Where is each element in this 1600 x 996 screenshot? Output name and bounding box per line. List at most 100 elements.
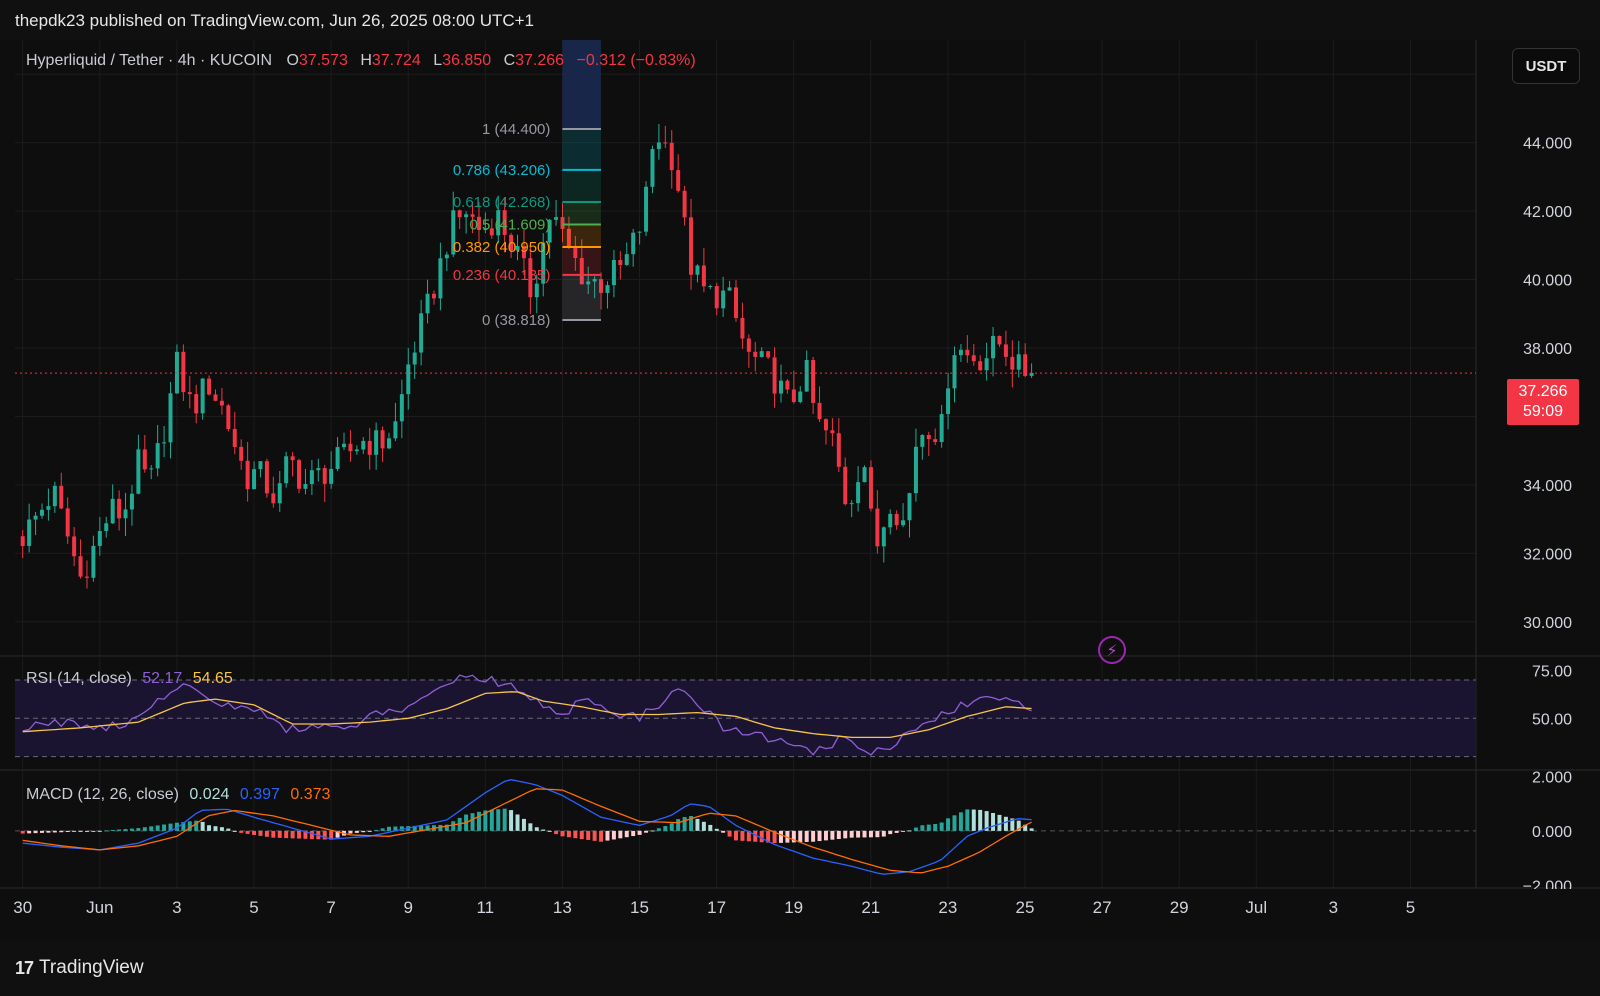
candle-body [136, 449, 141, 494]
macd-histogram-bar [149, 826, 154, 831]
fib-extension-zone [562, 40, 601, 129]
fib-level-label: 0.618 (42.268) [453, 194, 551, 211]
macd-histogram-bar [772, 830, 777, 844]
macd-histogram-bar [361, 830, 366, 833]
time-axis-label: 23 [938, 898, 957, 917]
candle-body [946, 388, 951, 415]
macd-histogram-bar [136, 828, 141, 831]
rsi-axis-label: 75.00 [1532, 663, 1572, 680]
macd-histogram-bar [258, 830, 263, 836]
time-axis-label: 3 [1329, 898, 1338, 917]
candle-body [875, 508, 880, 547]
currency-button[interactable]: USDT [1512, 48, 1580, 84]
macd-histogram-bar [637, 830, 642, 835]
top-bar: thepdk23 published on TradingView.com, J… [0, 0, 1600, 40]
macd-histogram-bar [187, 821, 192, 831]
price-axis-label: 44.000 [1523, 136, 1572, 153]
candle-body [682, 190, 687, 218]
macd-histogram-bar [239, 830, 244, 833]
candle-body [277, 483, 282, 504]
macd-histogram-bar [579, 830, 584, 840]
candle-body [528, 258, 533, 298]
macd-histogram-bar [907, 830, 912, 832]
candle-body [219, 400, 224, 406]
candle-body [232, 429, 237, 447]
macd-histogram-bar [46, 830, 51, 833]
candle-body [258, 461, 263, 470]
macd-value: 0.397 [239, 786, 280, 803]
macd-histogram-bar [521, 818, 526, 831]
candle-body [297, 460, 302, 489]
candle-body [470, 214, 475, 217]
chart-canvas[interactable]: 1 (44.400) 0.786 (43.206) 0.618 (42.268) 0.… [0, 0, 1600, 940]
candle-body [419, 313, 424, 353]
candle-body [200, 378, 205, 414]
candle-body [342, 443, 347, 448]
candle-body [425, 293, 430, 314]
candle-body [830, 430, 835, 434]
candle-body [541, 242, 546, 284]
lightning-icon[interactable]: ⚡ [1098, 636, 1126, 664]
rsi-title: RSI (14, close) [26, 670, 132, 687]
candle-body [566, 228, 571, 247]
time-axis-label: 5 [249, 898, 258, 917]
macd-histogram-bar [515, 814, 520, 831]
candle-body [309, 470, 314, 485]
fib-level-label: 0.786 (43.206) [453, 162, 551, 179]
candle-body [438, 258, 443, 299]
candle-body [271, 493, 276, 504]
high-label: H [360, 52, 372, 69]
macd-histogram-bar [303, 830, 308, 839]
macd-histogram-bar [329, 830, 334, 840]
macd-histogram-bar [547, 830, 552, 832]
candle-body [778, 380, 783, 394]
fib-zone [562, 247, 601, 275]
macd-histogram-bar [129, 828, 134, 831]
macd-histogram-bar [219, 827, 224, 831]
macd-histogram-bar [271, 830, 276, 838]
macd-histogram-bar [78, 830, 83, 832]
price-axis-label: 42.000 [1523, 204, 1572, 221]
candle-body [84, 576, 89, 578]
candle-body [444, 254, 449, 259]
macd-histogram-bar [560, 830, 565, 837]
macd-histogram-bar [470, 813, 475, 831]
candle-body [676, 170, 681, 191]
time-axis-label: 13 [553, 898, 572, 917]
candle-body [560, 217, 565, 229]
fib-zone [562, 201, 601, 225]
candle-body [245, 460, 250, 490]
candle-body [1016, 354, 1021, 370]
fib-level-label: 0.236 (40.135) [453, 267, 551, 284]
macd-histogram-bar [631, 830, 636, 837]
macd-histogram-bar [978, 809, 983, 831]
last-price-value: 37.266 [1518, 383, 1568, 400]
candle-body [920, 435, 925, 447]
macd-histogram-bar [509, 810, 514, 831]
time-axis-label: 25 [1016, 898, 1035, 917]
macd-histogram-bar [483, 810, 488, 831]
brand-logo: 17 TradingView [15, 957, 144, 979]
macd-histogram-bar [168, 823, 173, 831]
macd-histogram-bar [926, 824, 931, 831]
candle-body [97, 531, 102, 546]
macd-histogram-bar [599, 830, 604, 842]
macd-line [22, 779, 1032, 875]
macd-histogram-bar [721, 830, 726, 833]
rsi-ma-line [22, 691, 1032, 739]
candle-body [708, 286, 713, 288]
macd-histogram-bar [663, 826, 668, 831]
candle-body [631, 232, 636, 255]
candle-body [72, 536, 77, 557]
macd-histogram-bar [297, 830, 302, 839]
time-axis-label: 7 [326, 898, 335, 917]
macd-histogram-bar [695, 818, 700, 831]
macd-histogram-bar [965, 809, 970, 831]
candle-body [984, 358, 989, 371]
candle-body [155, 443, 160, 469]
candle-body [142, 449, 147, 470]
candle-body [978, 361, 983, 371]
candle-body [579, 257, 584, 285]
macd-histogram-bar [868, 830, 873, 838]
macd-histogram-bar [117, 829, 122, 831]
